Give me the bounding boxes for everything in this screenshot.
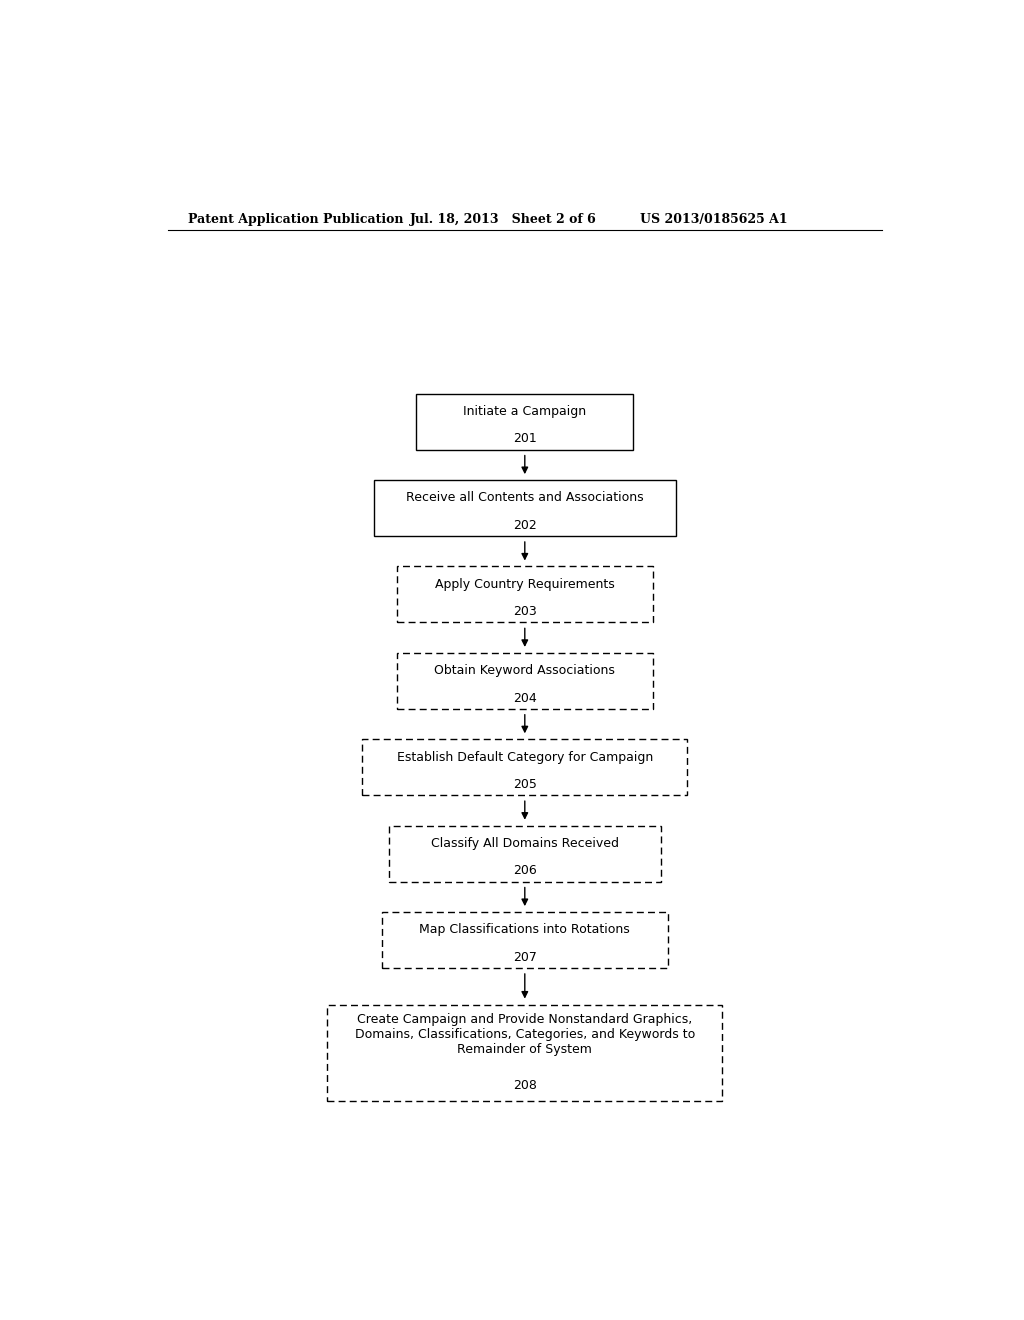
FancyBboxPatch shape — [397, 566, 652, 623]
FancyBboxPatch shape — [389, 826, 660, 882]
Text: 205: 205 — [513, 777, 537, 791]
Text: 207: 207 — [513, 950, 537, 964]
Text: Classify All Domains Received: Classify All Domains Received — [431, 837, 618, 850]
Text: 208: 208 — [513, 1078, 537, 1092]
Text: Obtain Keyword Associations: Obtain Keyword Associations — [434, 664, 615, 677]
Text: 202: 202 — [513, 519, 537, 532]
Text: FIG. 2: FIG. 2 — [493, 1034, 557, 1052]
FancyBboxPatch shape — [374, 480, 676, 536]
Text: Initiate a Campaign: Initiate a Campaign — [463, 405, 587, 418]
Text: 203: 203 — [513, 605, 537, 618]
Text: US 2013/0185625 A1: US 2013/0185625 A1 — [640, 213, 787, 226]
Text: 206: 206 — [513, 865, 537, 878]
Text: Patent Application Publication: Patent Application Publication — [187, 213, 403, 226]
Text: Create Campaign and Provide Nonstandard Graphics,
Domains, Classifications, Cate: Create Campaign and Provide Nonstandard … — [354, 1012, 695, 1056]
Text: Jul. 18, 2013   Sheet 2 of 6: Jul. 18, 2013 Sheet 2 of 6 — [410, 213, 596, 226]
Text: 204: 204 — [513, 692, 537, 705]
FancyBboxPatch shape — [397, 653, 652, 709]
Text: Map Classifications into Rotations: Map Classifications into Rotations — [420, 924, 630, 936]
FancyBboxPatch shape — [382, 912, 668, 968]
FancyBboxPatch shape — [328, 1005, 722, 1101]
Text: Apply Country Requirements: Apply Country Requirements — [435, 578, 614, 591]
Text: 201: 201 — [513, 433, 537, 445]
FancyBboxPatch shape — [362, 739, 687, 795]
Text: Receive all Contents and Associations: Receive all Contents and Associations — [406, 491, 644, 504]
FancyBboxPatch shape — [417, 393, 633, 450]
Text: Establish Default Category for Campaign: Establish Default Category for Campaign — [396, 751, 653, 763]
